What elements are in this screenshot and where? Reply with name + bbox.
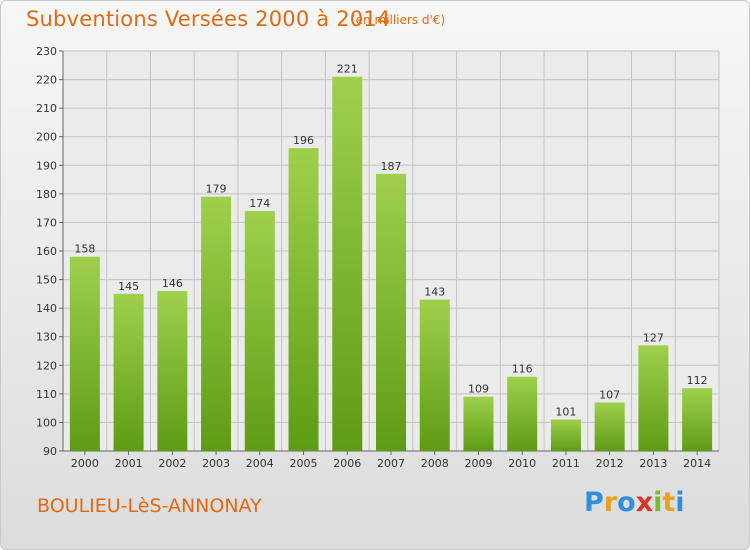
bar-2012 xyxy=(594,402,625,451)
data-label-2012: 107 xyxy=(599,388,620,401)
data-label-2008: 143 xyxy=(424,286,445,299)
logo-letter: o xyxy=(617,487,636,518)
y-tick-label: 150 xyxy=(36,274,57,287)
logo-letter: x xyxy=(635,487,654,518)
bar-2013 xyxy=(638,345,669,451)
data-label-2007: 187 xyxy=(381,160,402,173)
bar-2005 xyxy=(288,148,319,451)
axes: 90 100 110 120 130 140 150 160 170 180 190 200 210 22… xyxy=(36,45,719,470)
data-label-2003: 179 xyxy=(206,183,227,196)
x-tick-label: 2010 xyxy=(508,457,536,470)
data-label-2006: 221 xyxy=(337,63,358,76)
y-tick-label: 90 xyxy=(43,445,57,458)
data-label-2011: 101 xyxy=(555,406,576,419)
data-label-2009: 109 xyxy=(468,383,489,396)
x-tick-label: 2005 xyxy=(290,457,318,470)
x-tick-label: 2000 xyxy=(71,457,99,470)
data-label-2013: 127 xyxy=(643,331,664,344)
x-tick-label: 2001 xyxy=(115,457,143,470)
y-tick-label: 230 xyxy=(36,45,57,58)
bar-2008 xyxy=(419,299,450,451)
x-tick-label: 2009 xyxy=(464,457,492,470)
bar-2009 xyxy=(463,396,494,451)
y-tick-label: 180 xyxy=(36,188,57,201)
proxiti-logo[interactable]: Proxiti xyxy=(584,487,685,518)
chart-title: Subventions Versées 2000 à 2014 xyxy=(26,7,391,31)
data-label-2005: 196 xyxy=(293,134,314,147)
x-tick-label: 2011 xyxy=(552,457,580,470)
data-label-2004: 174 xyxy=(249,197,270,210)
data-label-2001: 145 xyxy=(118,280,139,293)
y-tick-label: 110 xyxy=(36,388,57,401)
data-labels: 158 145 146 179 174 196 221 187 143 109 116 101 107 1… xyxy=(74,63,707,419)
y-tick-label: 190 xyxy=(36,159,57,172)
bar-2004 xyxy=(244,211,275,451)
x-tick-label: 2003 xyxy=(202,457,230,470)
y-tick-label: 200 xyxy=(36,131,57,144)
unit-label: (en milliers d'€) xyxy=(351,13,446,27)
data-label-2000: 158 xyxy=(74,243,95,256)
y-tick-label: 210 xyxy=(36,102,57,115)
x-tick-label: 2006 xyxy=(333,457,361,470)
x-tick-label: 2004 xyxy=(246,457,274,470)
logo-letter: i xyxy=(675,487,685,518)
y-tick-label: 170 xyxy=(36,216,57,229)
bars xyxy=(69,76,713,451)
y-tick-label: 220 xyxy=(36,74,57,87)
y-tick-label: 120 xyxy=(36,359,57,372)
y-tick-label: 100 xyxy=(36,416,57,429)
data-label-2014: 112 xyxy=(687,374,708,387)
logo-letter: r xyxy=(603,487,618,518)
data-label-2010: 116 xyxy=(512,363,533,376)
x-tick-label: 2002 xyxy=(158,457,186,470)
commune-name: BOULIEU-LèS-ANNONAY xyxy=(37,495,262,517)
bar-2011 xyxy=(550,419,581,451)
x-tick-label: 2012 xyxy=(596,457,624,470)
logo-letter: t xyxy=(662,487,676,518)
x-tick-label: 2008 xyxy=(421,457,449,470)
bar-2002 xyxy=(157,291,188,451)
bar-2006 xyxy=(332,76,363,451)
x-tick-label: 2014 xyxy=(683,457,711,470)
bar-2003 xyxy=(201,196,232,451)
logo-letter: P xyxy=(584,487,604,518)
bar-2000 xyxy=(69,256,100,451)
y-tick-label: 130 xyxy=(36,331,57,344)
y-tick-label: 160 xyxy=(36,245,57,258)
bar-2014 xyxy=(682,388,713,451)
logo-letter: i xyxy=(653,487,663,518)
x-tick-label: 2007 xyxy=(377,457,405,470)
bar-2010 xyxy=(507,376,538,451)
x-tick-label: 2013 xyxy=(639,457,667,470)
data-label-2002: 146 xyxy=(162,277,183,290)
y-tick-label: 140 xyxy=(36,302,57,315)
bar-2007 xyxy=(376,173,406,451)
bar-2001 xyxy=(113,293,144,451)
